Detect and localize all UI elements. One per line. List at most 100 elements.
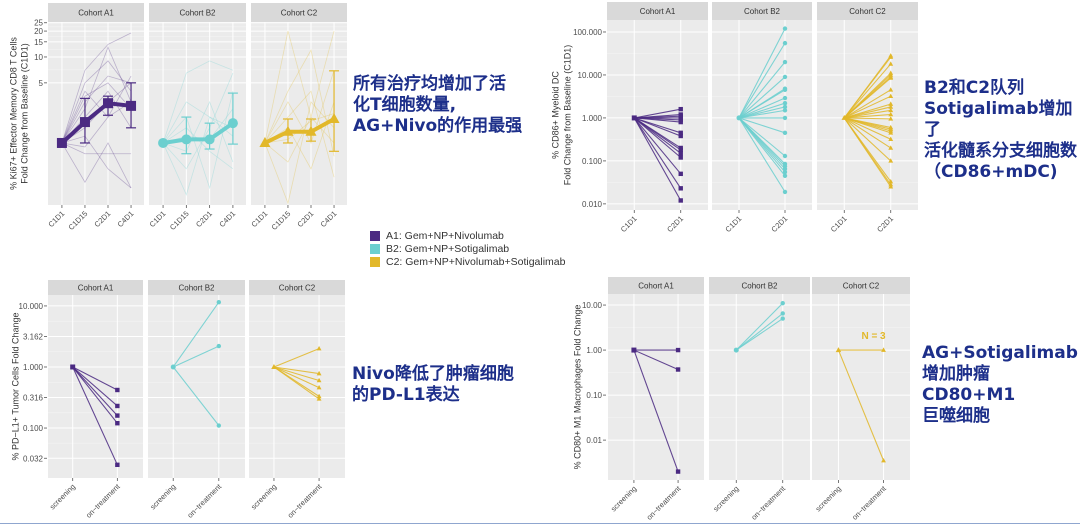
- x-tick-label: C2D1: [194, 209, 214, 229]
- x-tick-label: C1D1: [829, 214, 849, 234]
- subject-line: [738, 89, 786, 119]
- data-point: [678, 106, 683, 112]
- x-tick-label: on−treatment: [749, 483, 787, 521]
- mean-point: [227, 118, 238, 129]
- data-point: [678, 133, 683, 139]
- y-tick-label: 1.000: [23, 363, 44, 372]
- data-point: [782, 189, 788, 195]
- data-point: [888, 145, 894, 150]
- panel-a1: Cohort A1 screening on−treatment: [608, 277, 704, 522]
- note-line: 化T细胞数量,: [353, 95, 457, 115]
- panel-a1: Cohort A1 screening on−treatment: [48, 280, 143, 520]
- x-tick-label: C2D1: [769, 214, 789, 234]
- baseline-point: [733, 347, 739, 353]
- facet-strip: [249, 280, 345, 295]
- data-point: [115, 462, 120, 468]
- data-point: [316, 396, 322, 401]
- subject-line: [273, 348, 320, 368]
- facet-strip: [48, 3, 144, 22]
- facet-strip: [251, 3, 347, 22]
- data-point: [782, 169, 788, 175]
- subject-line: [72, 366, 118, 416]
- facet-title: Cohort C2: [843, 282, 880, 291]
- data-point: [678, 151, 683, 156]
- bottom-divider: [0, 523, 1080, 524]
- y-axis-label: % CD86+ Myeloid DC: [550, 71, 560, 159]
- note-line: Nivo降低了肿瘤细胞: [352, 364, 514, 384]
- data-point: [888, 158, 894, 163]
- subject-line: [735, 302, 784, 351]
- facet-strip: [812, 277, 910, 294]
- data-point: [888, 54, 894, 59]
- data-point: [888, 111, 894, 117]
- data-point: [782, 115, 788, 121]
- data-point: [888, 61, 894, 66]
- subject-line: [738, 97, 786, 119]
- legend-swatch: [370, 256, 380, 267]
- individual-line: [61, 82, 132, 144]
- chart-1: % Ki67+ Effector Memory CD8 T Cells Fold …: [8, 3, 347, 232]
- individual-line: [264, 116, 335, 163]
- y-axis-label: % Ki67+ Effector Memory CD8 T Cells: [8, 37, 18, 190]
- y-tick-label: 1.00: [586, 346, 602, 355]
- subject-line: [273, 366, 320, 375]
- data-point: [316, 370, 322, 376]
- subject-line: [843, 117, 892, 162]
- data-point: [782, 101, 788, 106]
- y-tick-label: 1.000: [582, 114, 603, 123]
- subject-line: [738, 102, 786, 119]
- individual-line: [61, 46, 132, 144]
- x-tick-label: C1D1: [249, 209, 269, 229]
- individual-line: [162, 116, 234, 196]
- panel-background: [812, 294, 910, 480]
- subject-line: [843, 77, 892, 119]
- y-tick-label: 10.000: [19, 302, 44, 311]
- individual-line: [61, 101, 132, 148]
- mean-point: [204, 134, 215, 145]
- x-tick-label: C1D15: [269, 209, 292, 232]
- panel-a1: Cohort A1 C1D1 C1D15 C2D1 C4D1: [46, 3, 144, 232]
- data-point: [316, 377, 322, 383]
- individual-line: [264, 30, 335, 144]
- legend-label: A1: Gem+NP+Nivolumab: [386, 229, 504, 242]
- facet-title: Cohort B2: [744, 7, 781, 16]
- y-tick-label: 10.000: [578, 71, 603, 80]
- subject-line: [634, 117, 681, 123]
- subject-line: [273, 366, 320, 389]
- x-tick-label: C4D1: [217, 209, 237, 229]
- x-tick-label: C1D1: [46, 209, 66, 229]
- individual-line: [162, 91, 234, 190]
- individual-line: [61, 142, 132, 189]
- subject-line: [172, 301, 220, 368]
- y-axis-label: Fold Change from Baseline (C1D1): [19, 43, 29, 184]
- panel-background: [709, 294, 810, 480]
- subject-line: [273, 366, 320, 400]
- x-tick-label: on−treatment: [84, 481, 122, 519]
- panel-a1: Cohort A1 C1D1 C2D1: [607, 2, 708, 234]
- annotation: N = 3: [861, 331, 886, 342]
- mean-point: [56, 137, 67, 148]
- baseline-point: [736, 115, 742, 121]
- subject-line: [72, 366, 118, 407]
- x-tick-label: C1D15: [168, 209, 191, 232]
- note-line: 的PD-L1表达: [352, 385, 460, 405]
- panel-c2: Cohort C2 C1D1 C2D1: [817, 2, 918, 234]
- data-point: [675, 347, 681, 353]
- subject-line: [633, 117, 682, 189]
- baseline-point: [271, 363, 277, 369]
- data-point: [888, 130, 894, 135]
- subject-line: [738, 117, 786, 134]
- individual-line: [264, 49, 335, 157]
- panel-background: [607, 20, 708, 210]
- panel-background: [608, 294, 704, 480]
- subject-line: [633, 117, 682, 201]
- chart-2: % CD86+ Myeloid DC Fold Change from Basel…: [550, 2, 918, 234]
- individual-line: [264, 90, 335, 178]
- x-tick-label: screening: [814, 484, 843, 513]
- y-tick-label: 0.100: [582, 157, 603, 166]
- note-line: 所有治疗均增加了活: [353, 74, 506, 94]
- y-tick-label: 0.01: [586, 436, 602, 445]
- mean-point: [126, 100, 137, 111]
- legend-swatch: [370, 230, 380, 241]
